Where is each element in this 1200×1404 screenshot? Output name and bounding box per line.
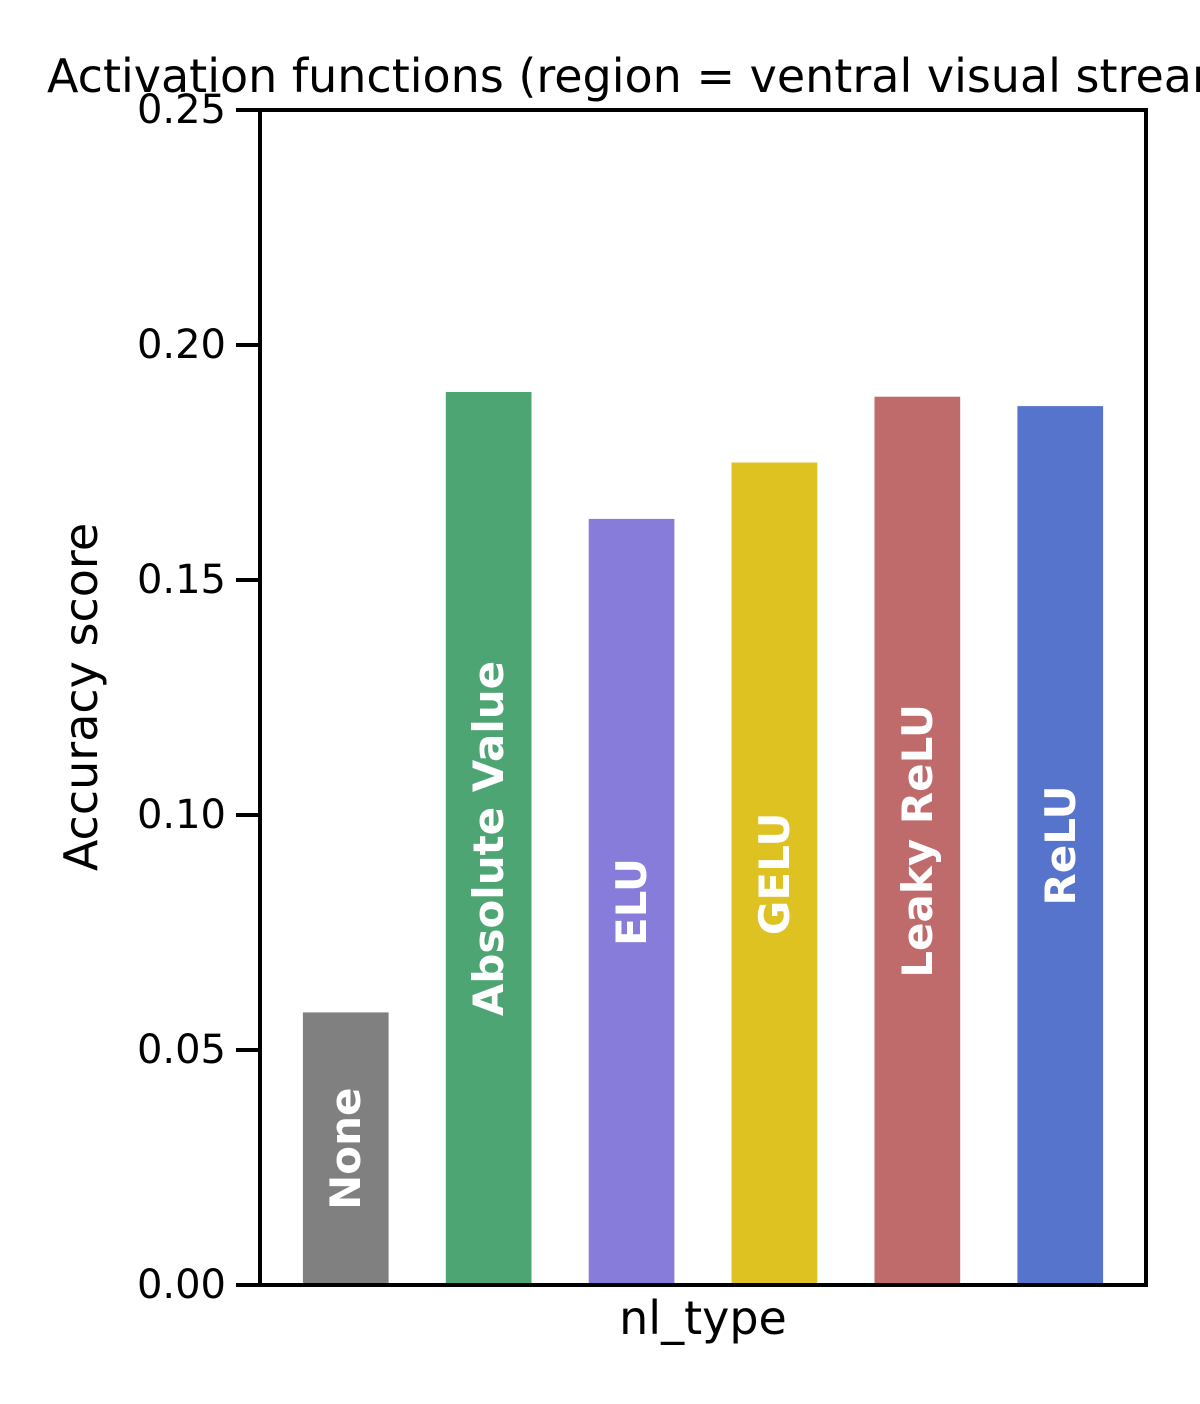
bar-absolute-value [445,392,532,1285]
bar-label-leaky-relu: Leaky ReLU [893,704,942,978]
y-axis: 0.00 0.05 0.10 0.15 0.20 0.25 [137,87,260,1308]
bar-gelu [731,462,818,1285]
bar-label-absolute-value: Absolute Value [464,661,513,1016]
bar-none [302,1012,389,1285]
bar-labels-group: None Absolute Value ELU GELU Leaky ReLU ReLU [321,661,1085,1210]
y-tick-label: 0.00 [137,1262,226,1308]
bar-label-gelu: GELU [750,813,799,936]
y-tick-label: 0.20 [137,322,226,368]
bar-leaky-relu [874,396,961,1285]
bar-label-relu: ReLU [1036,785,1085,905]
bar-elu [588,518,675,1285]
bar-label-none: None [321,1088,370,1210]
y-tick-label: 0.05 [137,1027,226,1073]
plot-frame [258,108,1148,1287]
chart-title: Activation functions (region = ventral v… [47,49,1200,103]
bars-group [302,392,1104,1286]
bar-label-elu: ELU [607,858,656,946]
y-tick-label: 0.25 [137,87,226,133]
y-tick-label: 0.10 [137,792,226,838]
bar-relu [1017,406,1104,1286]
y-axis-label: Accuracy score [54,523,108,871]
y-tick-label: 0.15 [137,557,226,603]
x-axis-label: nl_type [619,1291,787,1345]
